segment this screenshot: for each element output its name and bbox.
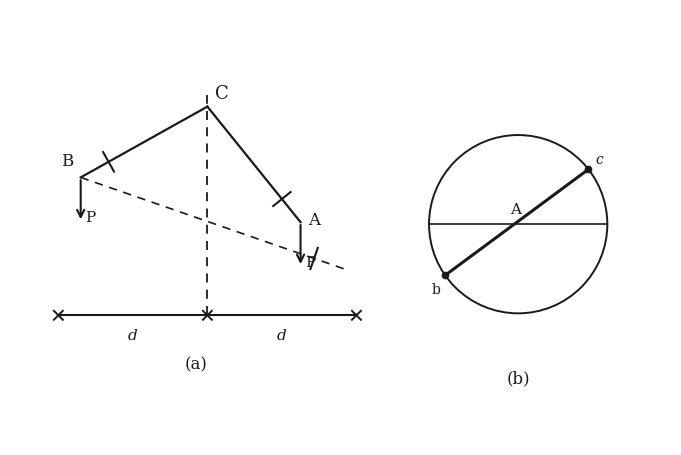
- Text: c: c: [596, 153, 603, 167]
- Text: B: B: [61, 153, 74, 170]
- Text: d: d: [128, 329, 138, 343]
- Text: P: P: [85, 212, 95, 225]
- Text: (a): (a): [185, 356, 208, 374]
- Text: (b): (b): [507, 370, 530, 387]
- Text: A: A: [308, 212, 320, 229]
- Text: d: d: [277, 329, 287, 343]
- Text: A: A: [510, 203, 521, 217]
- Text: P: P: [305, 256, 315, 270]
- Text: b: b: [431, 283, 440, 297]
- Text: C: C: [215, 85, 229, 103]
